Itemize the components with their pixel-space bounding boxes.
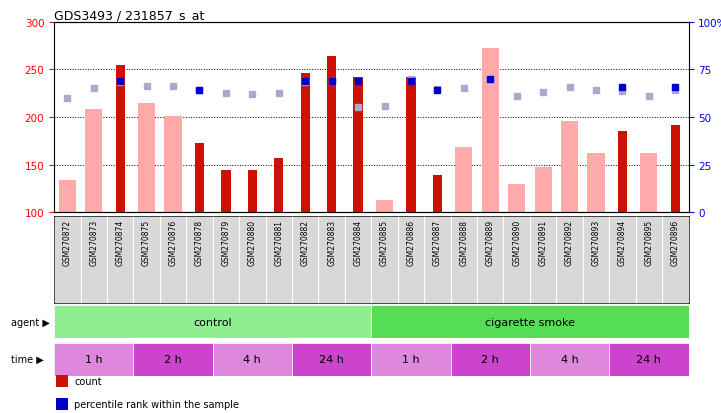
Text: 24 h: 24 h bbox=[637, 354, 661, 364]
Bar bbox=[301, 74, 310, 213]
Text: GSM270873: GSM270873 bbox=[89, 219, 98, 266]
Text: GSM270886: GSM270886 bbox=[407, 219, 415, 266]
Text: 4 h: 4 h bbox=[561, 354, 578, 364]
Bar bbox=[213, 343, 292, 376]
Text: GSM270878: GSM270878 bbox=[195, 219, 204, 266]
Text: GSM270885: GSM270885 bbox=[380, 219, 389, 266]
Text: GSM270892: GSM270892 bbox=[565, 219, 574, 266]
Text: GSM270874: GSM270874 bbox=[115, 219, 125, 266]
Text: 2 h: 2 h bbox=[482, 354, 499, 364]
Text: GSM270895: GSM270895 bbox=[645, 219, 653, 266]
Text: time ▶: time ▶ bbox=[11, 354, 43, 364]
Text: 2 h: 2 h bbox=[164, 354, 182, 364]
Text: control: control bbox=[193, 317, 232, 327]
Text: GSM270876: GSM270876 bbox=[169, 219, 177, 266]
Text: GSM270889: GSM270889 bbox=[486, 219, 495, 266]
Bar bbox=[115, 65, 125, 213]
Text: GSM270879: GSM270879 bbox=[221, 219, 231, 266]
Bar bbox=[327, 57, 336, 213]
Text: 24 h: 24 h bbox=[319, 354, 344, 364]
Bar bbox=[85, 110, 102, 213]
Bar bbox=[561, 121, 578, 213]
Text: GSM270872: GSM270872 bbox=[63, 219, 72, 266]
Bar bbox=[58, 180, 76, 213]
Bar bbox=[133, 343, 213, 376]
Text: 1 h: 1 h bbox=[402, 354, 420, 364]
Bar bbox=[353, 78, 363, 213]
Text: agent ▶: agent ▶ bbox=[11, 317, 50, 327]
Text: GDS3493 / 231857_s_at: GDS3493 / 231857_s_at bbox=[54, 9, 205, 21]
Bar bbox=[508, 184, 526, 213]
Text: GSM270882: GSM270882 bbox=[301, 219, 310, 265]
Bar bbox=[371, 306, 689, 339]
Bar bbox=[482, 49, 499, 213]
Bar bbox=[618, 132, 627, 213]
Text: GSM270890: GSM270890 bbox=[512, 219, 521, 266]
Bar bbox=[221, 171, 231, 213]
Bar bbox=[371, 343, 451, 376]
Text: 1 h: 1 h bbox=[85, 354, 102, 364]
Bar bbox=[195, 143, 204, 213]
Text: GSM270896: GSM270896 bbox=[671, 219, 680, 266]
Bar bbox=[54, 306, 371, 339]
Text: GSM270881: GSM270881 bbox=[274, 219, 283, 265]
Text: GSM270884: GSM270884 bbox=[353, 219, 363, 266]
Bar bbox=[534, 167, 552, 213]
Text: count: count bbox=[74, 376, 102, 386]
Bar bbox=[433, 176, 442, 213]
Text: percentile rank within the sample: percentile rank within the sample bbox=[74, 399, 239, 409]
Bar bbox=[164, 117, 182, 213]
Text: cigarette smoke: cigarette smoke bbox=[485, 317, 575, 327]
Text: GSM270894: GSM270894 bbox=[618, 219, 627, 266]
Bar bbox=[376, 200, 393, 213]
Text: GSM270880: GSM270880 bbox=[248, 219, 257, 266]
Bar bbox=[588, 154, 605, 213]
Bar bbox=[54, 343, 133, 376]
Text: 4 h: 4 h bbox=[244, 354, 261, 364]
Bar bbox=[407, 78, 415, 213]
Text: GSM270883: GSM270883 bbox=[327, 219, 336, 266]
Text: GSM270893: GSM270893 bbox=[591, 219, 601, 266]
Bar bbox=[640, 154, 658, 213]
Bar bbox=[671, 125, 680, 213]
Text: GSM270875: GSM270875 bbox=[142, 219, 151, 266]
Text: GSM270887: GSM270887 bbox=[433, 219, 442, 266]
Bar bbox=[451, 343, 530, 376]
Bar bbox=[530, 343, 609, 376]
Bar bbox=[609, 343, 689, 376]
Bar bbox=[248, 171, 257, 213]
Bar bbox=[455, 148, 472, 213]
Text: GSM270888: GSM270888 bbox=[459, 219, 469, 265]
Bar bbox=[292, 343, 371, 376]
Bar bbox=[138, 104, 155, 213]
Bar bbox=[274, 159, 283, 213]
Text: GSM270891: GSM270891 bbox=[539, 219, 548, 266]
